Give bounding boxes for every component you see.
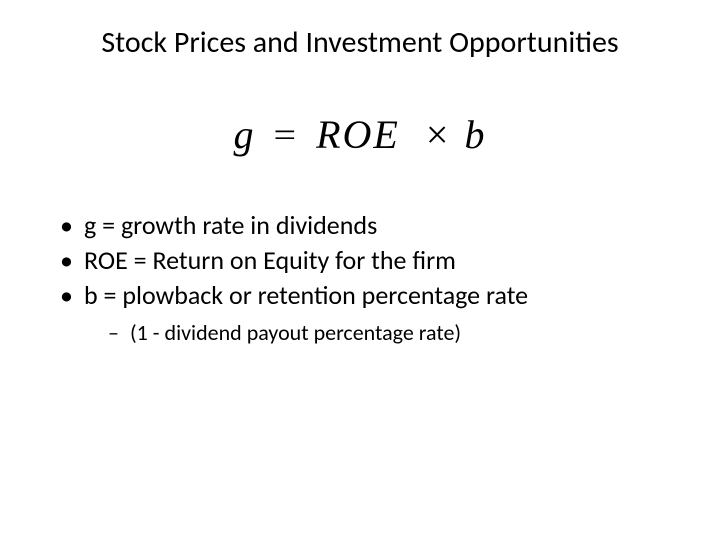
equation-lhs: g <box>234 112 256 157</box>
sub-list-item: (1 - dividend payout percentage rate) <box>108 317 690 349</box>
definition-list: g = growth rate in dividends ROE = Retur… <box>30 208 690 349</box>
slide-title: Stock Prices and Investment Opportunitie… <box>30 24 690 61</box>
growth-equation: g = ROE × b <box>30 111 690 158</box>
equation-multiply: × <box>426 112 451 157</box>
sub-definition-list: (1 - dividend payout percentage rate) <box>84 317 690 349</box>
equation-equals: = <box>274 115 299 155</box>
list-item-text: b = plowback or retention percentage rat… <box>84 279 528 311</box>
list-item: b = plowback or retention percentage rat… <box>60 278 690 349</box>
list-item: g = growth rate in dividends <box>60 208 690 243</box>
equation-b: b <box>464 112 486 157</box>
list-item: ROE = Return on Equity for the firm <box>60 243 690 278</box>
equation-roe: ROE <box>316 112 400 157</box>
